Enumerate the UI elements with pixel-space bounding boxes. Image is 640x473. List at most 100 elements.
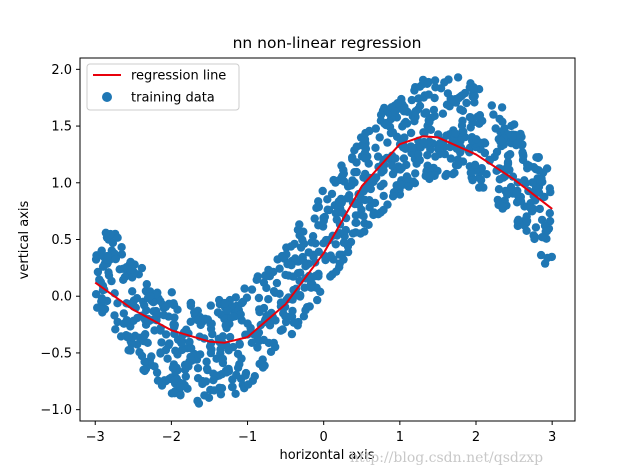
- legend: regression line training data: [86, 63, 240, 111]
- training-data-point: [224, 366, 234, 376]
- training-data-point: [320, 212, 329, 222]
- training-data-point: [311, 239, 320, 248]
- training-data-point: [296, 243, 306, 252]
- x-tick-label: 0: [320, 430, 328, 445]
- training-data-point: [314, 202, 323, 212]
- training-data-point: [348, 229, 358, 238]
- training-data-point: [227, 382, 237, 392]
- training-data-point: [360, 227, 369, 236]
- training-data-point: [531, 223, 541, 232]
- training-data-point: [181, 372, 190, 381]
- training-data-point: [391, 154, 400, 163]
- training-data-point: [499, 173, 508, 182]
- training-data-point: [264, 265, 273, 275]
- training-data-point: [163, 354, 172, 363]
- training-data-point: [514, 215, 523, 224]
- training-data-point: [97, 247, 106, 257]
- training-data-point: [205, 342, 215, 351]
- training-data-point: [359, 212, 368, 221]
- training-data-point: [259, 303, 269, 313]
- training-data-point: [376, 110, 386, 120]
- training-data-point: [443, 89, 453, 98]
- training-data-point: [545, 184, 554, 193]
- training-data-point: [139, 365, 148, 374]
- training-data-point: [532, 153, 541, 162]
- training-data-point: [104, 271, 114, 280]
- training-data-point: [395, 179, 405, 189]
- training-data-point: [113, 233, 122, 242]
- training-data-point: [314, 221, 323, 230]
- training-data-point: [221, 321, 230, 330]
- training-data-point: [119, 309, 128, 318]
- training-data-point: [366, 184, 375, 194]
- training-data-point: [415, 155, 424, 165]
- training-data-point: [201, 377, 211, 386]
- training-data-point: [518, 149, 528, 159]
- training-data-point: [177, 338, 186, 348]
- y-tick-label: 0.5: [51, 233, 72, 248]
- training-data-point: [523, 160, 532, 169]
- training-data-point: [431, 83, 440, 92]
- training-data-point: [290, 318, 299, 327]
- legend-label-regression: regression line: [131, 69, 226, 84]
- training-data-point: [150, 362, 159, 371]
- training-data-point: [279, 252, 289, 261]
- training-data-point: [323, 205, 332, 214]
- regression-line: [94, 135, 553, 344]
- training-data-point: [468, 176, 477, 185]
- training-data-point: [111, 325, 120, 334]
- training-data-point: [193, 364, 203, 373]
- training-data-point: [161, 302, 170, 312]
- training-data-point: [116, 332, 126, 341]
- training-data-point: [91, 290, 101, 299]
- x-axis-label: horizontal axis: [279, 448, 374, 463]
- training-data-point: [202, 357, 211, 366]
- training-data-point: [441, 171, 450, 181]
- training-data-point: [538, 233, 547, 242]
- training-data-point: [170, 320, 179, 330]
- training-data-point: [244, 380, 253, 389]
- training-data-point: [281, 270, 290, 280]
- training-data-point: [406, 128, 416, 138]
- training-data-point: [313, 295, 322, 305]
- training-data-point: [254, 293, 264, 303]
- training-data-point: [360, 135, 370, 144]
- training-data-point: [350, 168, 359, 177]
- training-data-point: [522, 226, 531, 235]
- training-data-point: [347, 181, 356, 190]
- training-data-point: [194, 399, 204, 408]
- training-data-point: [143, 338, 152, 347]
- training-data-point: [206, 348, 216, 358]
- training-data-point: [157, 338, 166, 347]
- training-data-point: [456, 136, 465, 146]
- training-data-point: [196, 350, 205, 359]
- training-data-point: [326, 272, 335, 281]
- training-data-point: [498, 117, 507, 127]
- training-data-point: [186, 301, 196, 310]
- training-data-point: [397, 163, 407, 173]
- training-data-point: [225, 332, 235, 342]
- training-data-point: [470, 160, 480, 169]
- training-data-point: [364, 220, 373, 229]
- training-data-point: [456, 105, 465, 114]
- training-data-point: [243, 319, 252, 328]
- training-data-point: [399, 154, 409, 163]
- training-data-point: [499, 202, 508, 212]
- training-data-point: [478, 116, 487, 126]
- training-data-point: [258, 363, 268, 372]
- training-data-point: [530, 234, 539, 244]
- training-data-point: [176, 391, 185, 400]
- training-data-point: [448, 170, 458, 179]
- training-data-point: [520, 176, 529, 185]
- training-data-point: [229, 312, 238, 321]
- training-data-point: [466, 168, 475, 177]
- training-data-point: [120, 272, 130, 282]
- training-data-point: [373, 152, 383, 161]
- training-data-point: [153, 376, 163, 385]
- training-data-point: [423, 151, 432, 160]
- training-data-point: [281, 312, 290, 321]
- training-data-point: [98, 262, 108, 271]
- training-data-point: [93, 267, 103, 277]
- training-data-point: [440, 78, 449, 87]
